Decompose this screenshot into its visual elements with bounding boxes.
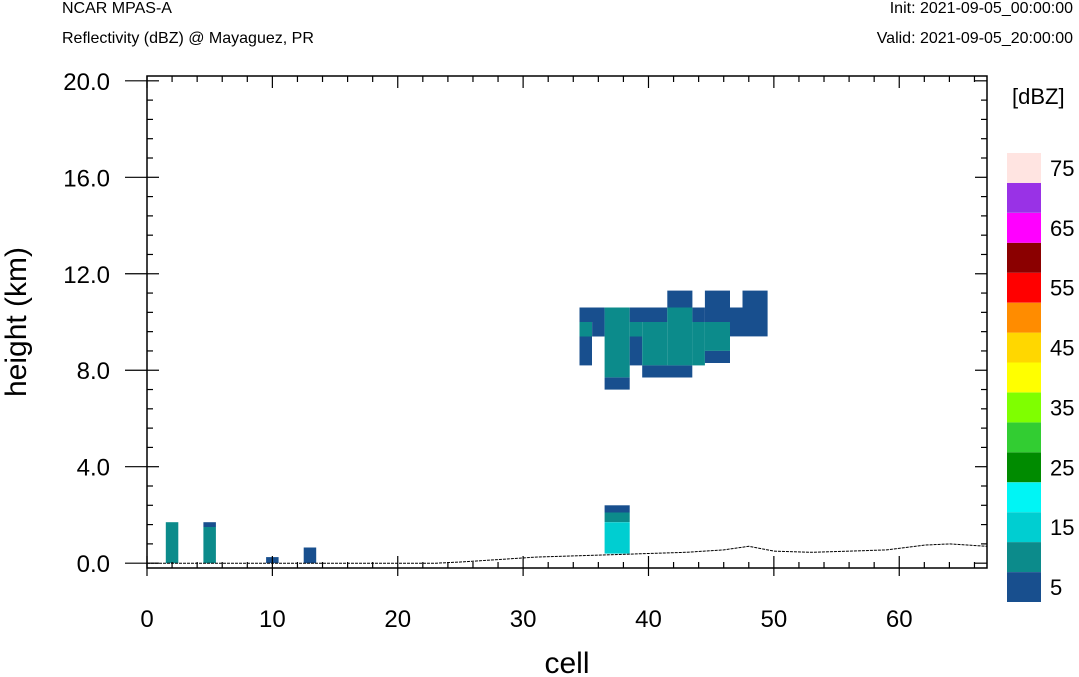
reflectivity-cell <box>629 307 668 322</box>
colorbar-swatch <box>1007 542 1041 572</box>
reflectivity-cells <box>165 290 768 564</box>
y-tick-label: 0.0 <box>77 551 110 578</box>
reflectivity-cell <box>604 505 630 513</box>
x-tick-label: 20 <box>384 606 411 633</box>
colorbar-swatch <box>1007 302 1041 333</box>
reflectivity-cell <box>629 322 643 337</box>
reflectivity-cell <box>629 336 643 366</box>
reflectivity-cell <box>704 307 730 322</box>
colorbar-label: 35 <box>1050 395 1074 420</box>
colorbar-swatch <box>1007 452 1041 483</box>
x-tick-label: 10 <box>259 606 286 633</box>
reflectivity-cell <box>642 365 693 378</box>
y-tick-label: 20.0 <box>63 69 110 96</box>
reflectivity-cell <box>692 322 705 366</box>
reflectivity-cell <box>730 307 768 337</box>
colorbar-label: 15 <box>1050 515 1074 540</box>
y-tick-label: 4.0 <box>77 455 110 482</box>
colorbar-swatch <box>1007 272 1041 303</box>
colorbar-swatch <box>1007 362 1041 393</box>
x-tick-label: 60 <box>886 606 913 633</box>
reflectivity-cell <box>667 290 693 308</box>
x-tick-label: 0 <box>140 606 153 633</box>
reflectivity-cell <box>604 377 630 390</box>
colorbar-label: 55 <box>1050 276 1074 301</box>
colorbar-label: 5 <box>1050 575 1062 600</box>
reflectivity-cell <box>579 322 592 337</box>
reflectivity-cell <box>165 522 179 564</box>
reflectivity-cell <box>667 307 693 366</box>
colorbar-swatch <box>1007 422 1041 453</box>
y-tick-label: 8.0 <box>77 358 110 385</box>
colorbar-swatch <box>1007 392 1041 423</box>
colorbar-label: 45 <box>1050 336 1074 361</box>
terrain-profile <box>147 543 988 564</box>
reflectivity-cell <box>592 322 605 337</box>
y-axis-title: height (km) <box>0 247 33 397</box>
valid-time: Valid: 2021-09-05_20:00:00 <box>876 30 1073 47</box>
reflectivity-cell <box>579 307 605 322</box>
colorbar-swatch <box>1007 482 1041 513</box>
colorbar-swatch <box>1007 212 1041 243</box>
colorbar-swatch <box>1007 242 1041 273</box>
reflectivity-cell <box>203 527 216 564</box>
colorbar-swatch <box>1007 332 1041 363</box>
colorbar-label: 65 <box>1050 216 1074 241</box>
colorbar-swatch <box>1007 512 1041 543</box>
x-tick-label: 40 <box>635 606 662 633</box>
reflectivity-cell <box>704 322 730 351</box>
reflectivity-cell <box>604 522 630 554</box>
axis-labels: 0 10 20 30 40 50 60 0.0 4.0 8.0 12.0 16.0 20.0 cell he… <box>0 69 913 677</box>
reflectivity-cell <box>303 547 317 564</box>
reflectivity-cell <box>742 290 768 308</box>
x-tick-label: 50 <box>761 606 788 633</box>
reflectivity-cell <box>642 322 668 366</box>
plot-frame <box>146 75 988 569</box>
reflectivity-cell <box>704 290 730 308</box>
colorbar: 5 15 25 35 45 55 65 75 [dBZ] <box>1007 84 1074 602</box>
colorbar-units: [dBZ] <box>1012 84 1065 109</box>
colorbar-swatch <box>1007 182 1041 213</box>
reflectivity-cell <box>203 522 216 527</box>
y-tick-label: 12.0 <box>63 262 110 289</box>
reflectivity-cell <box>579 336 592 366</box>
field-description: Reflectivity (dBZ) @ Mayaguez, PR <box>62 30 314 47</box>
colorbar-swatch <box>1007 572 1041 602</box>
colorbar-label: 75 <box>1050 156 1074 181</box>
x-axis-title: cell <box>544 647 589 677</box>
axis-ticks <box>125 76 987 576</box>
x-tick-label: 30 <box>510 606 537 633</box>
colorbar-label: 25 <box>1050 455 1074 480</box>
reflectivity-cell <box>704 350 730 363</box>
model-name: NCAR MPAS-A <box>62 0 172 17</box>
init-time: Init: 2021-09-05_00:00:00 <box>889 0 1073 17</box>
colorbar-swatch <box>1007 153 1041 183</box>
reflectivity-cell <box>604 307 630 378</box>
terrain-line <box>147 543 988 564</box>
reflectivity-cell <box>692 307 705 322</box>
reflectivity-cell <box>604 512 630 523</box>
y-tick-label: 16.0 <box>63 165 110 192</box>
